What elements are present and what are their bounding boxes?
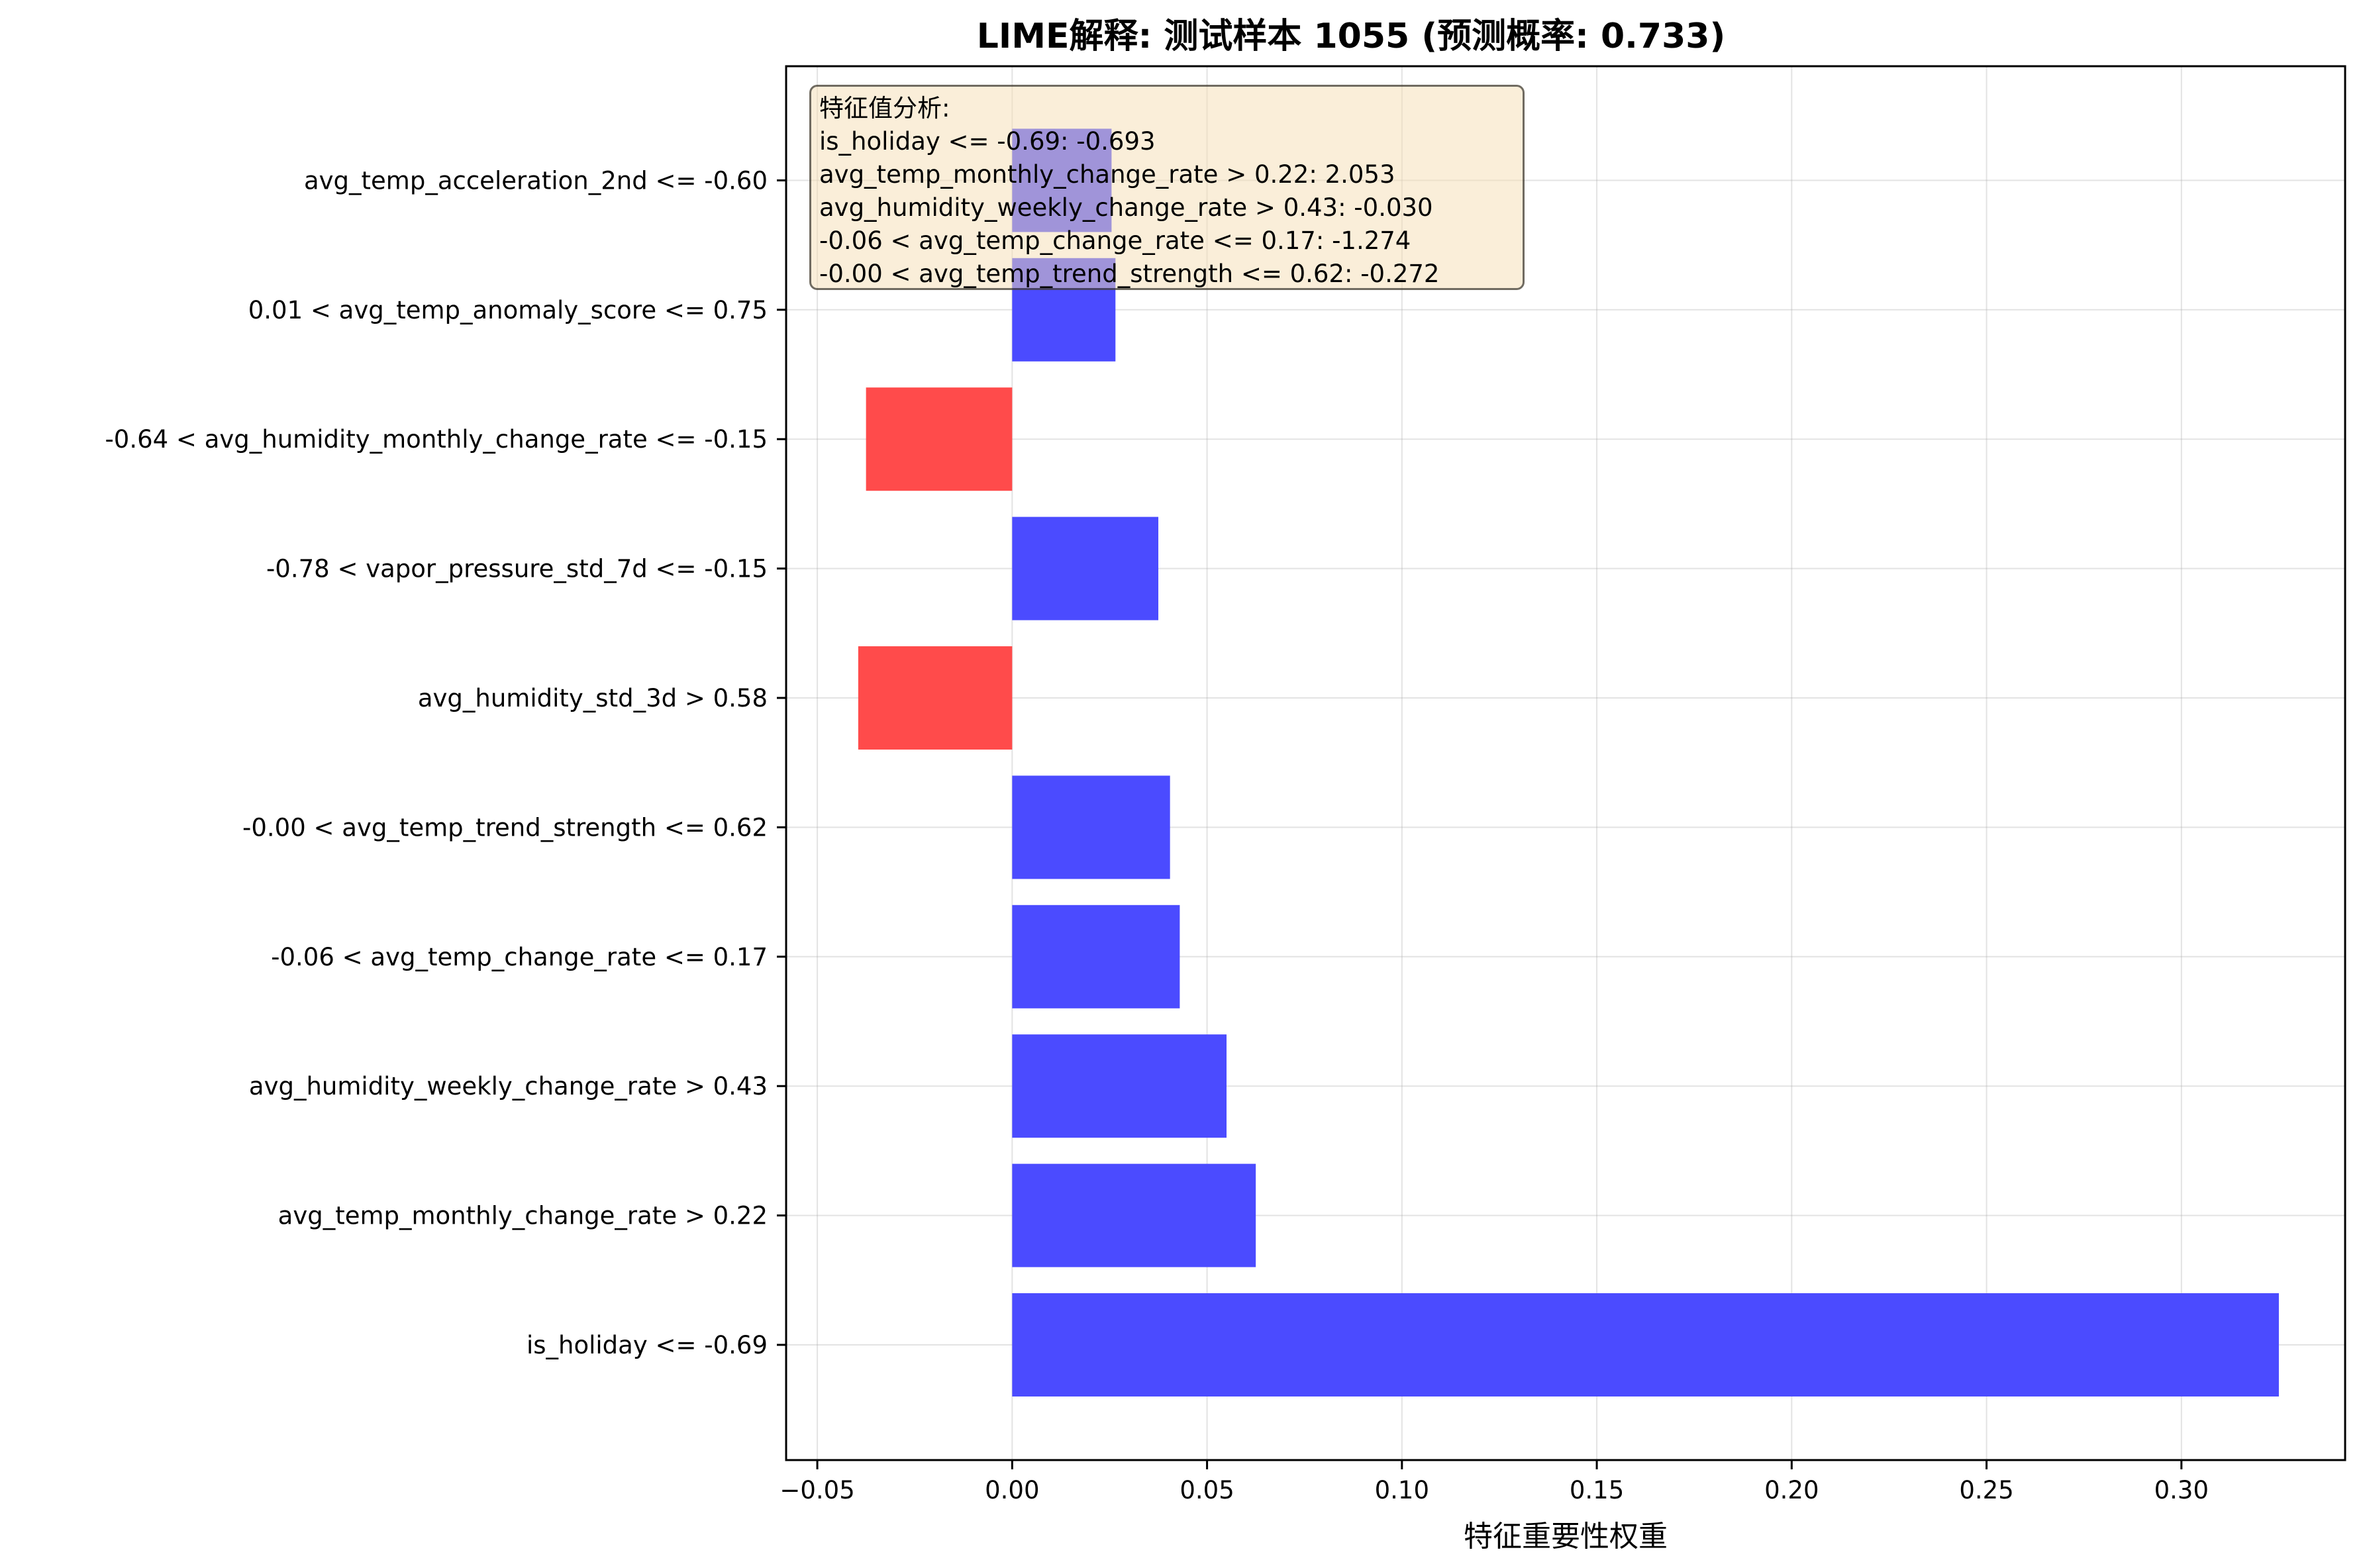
x-tick-label: 0.10 <box>1375 1476 1429 1504</box>
bar <box>1012 905 1180 1008</box>
y-tick-label: -0.64 < avg_humidity_monthly_change_rate… <box>105 425 768 454</box>
info-box-line: avg_temp_monthly_change_rate > 0.22: 2.0… <box>819 160 1395 189</box>
y-tick-label: avg_temp_acceleration_2nd <= -0.60 <box>304 166 768 195</box>
x-tick-label: 0.15 <box>1570 1476 1624 1504</box>
y-tick-label: avg_humidity_std_3d > 0.58 <box>418 684 768 712</box>
y-tick-label: avg_temp_monthly_change_rate > 0.22 <box>278 1202 768 1230</box>
x-axis-label: 特征重要性权重 <box>1464 1520 1668 1553</box>
x-tick-label: 0.00 <box>985 1476 1039 1504</box>
plot-frame <box>785 65 2346 1461</box>
x-tick-label: 0.20 <box>1764 1476 1819 1504</box>
y-tick-labels: is_holiday <= -0.69 avg_temp_monthly_chan… <box>105 166 786 1359</box>
x-tick-labels: −0.05 0.00 0.05 0.10 0.15 0.20 0.25 0.30 <box>779 1460 2209 1504</box>
y-tick-label: avg_humidity_weekly_change_rate > 0.43 <box>249 1072 768 1101</box>
info-box-line: -0.06 < avg_temp_change_rate <= 0.17: -1… <box>819 226 1411 255</box>
x-tick-label: 0.05 <box>1180 1476 1234 1504</box>
info-box-line: avg_humidity_weekly_change_rate > 0.43: … <box>819 193 1433 222</box>
bar <box>1012 775 1170 879</box>
x-tick-label: 0.25 <box>1959 1476 2013 1504</box>
y-tick-label: -0.00 < avg_temp_trend_strength <= 0.62 <box>242 813 768 842</box>
info-box-line: is_holiday <= -0.69: -0.693 <box>819 127 1156 156</box>
x-tick-label: −0.05 <box>779 1476 854 1504</box>
bars <box>858 128 2279 1396</box>
info-box-header: 特征值分析: <box>819 94 950 122</box>
bar <box>1012 1034 1227 1138</box>
bar <box>1012 516 1159 620</box>
y-tick-label: is_holiday <= -0.69 <box>527 1331 768 1359</box>
chart-title: LIME解释: 测试样本 1055 (预测概率: 0.733) <box>977 17 1726 56</box>
y-tick-label: -0.78 < vapor_pressure_std_7d <= -0.15 <box>266 555 768 583</box>
y-tick-label: -0.06 < avg_temp_change_rate <= 0.17 <box>271 943 768 971</box>
bar <box>866 387 1013 491</box>
info-box-line: -0.00 < avg_temp_trend_strength <= 0.62:… <box>819 260 1440 288</box>
bar <box>1012 1163 1256 1267</box>
y-tick-label: 0.01 < avg_temp_anomaly_score <= 0.75 <box>248 296 768 324</box>
x-tick-label: 0.30 <box>2154 1476 2209 1504</box>
feature-value-info-box: 特征值分析: is_holiday <= -0.69: -0.693 avg_t… <box>809 85 1525 290</box>
bar <box>858 646 1013 750</box>
bar <box>1012 1293 2279 1396</box>
